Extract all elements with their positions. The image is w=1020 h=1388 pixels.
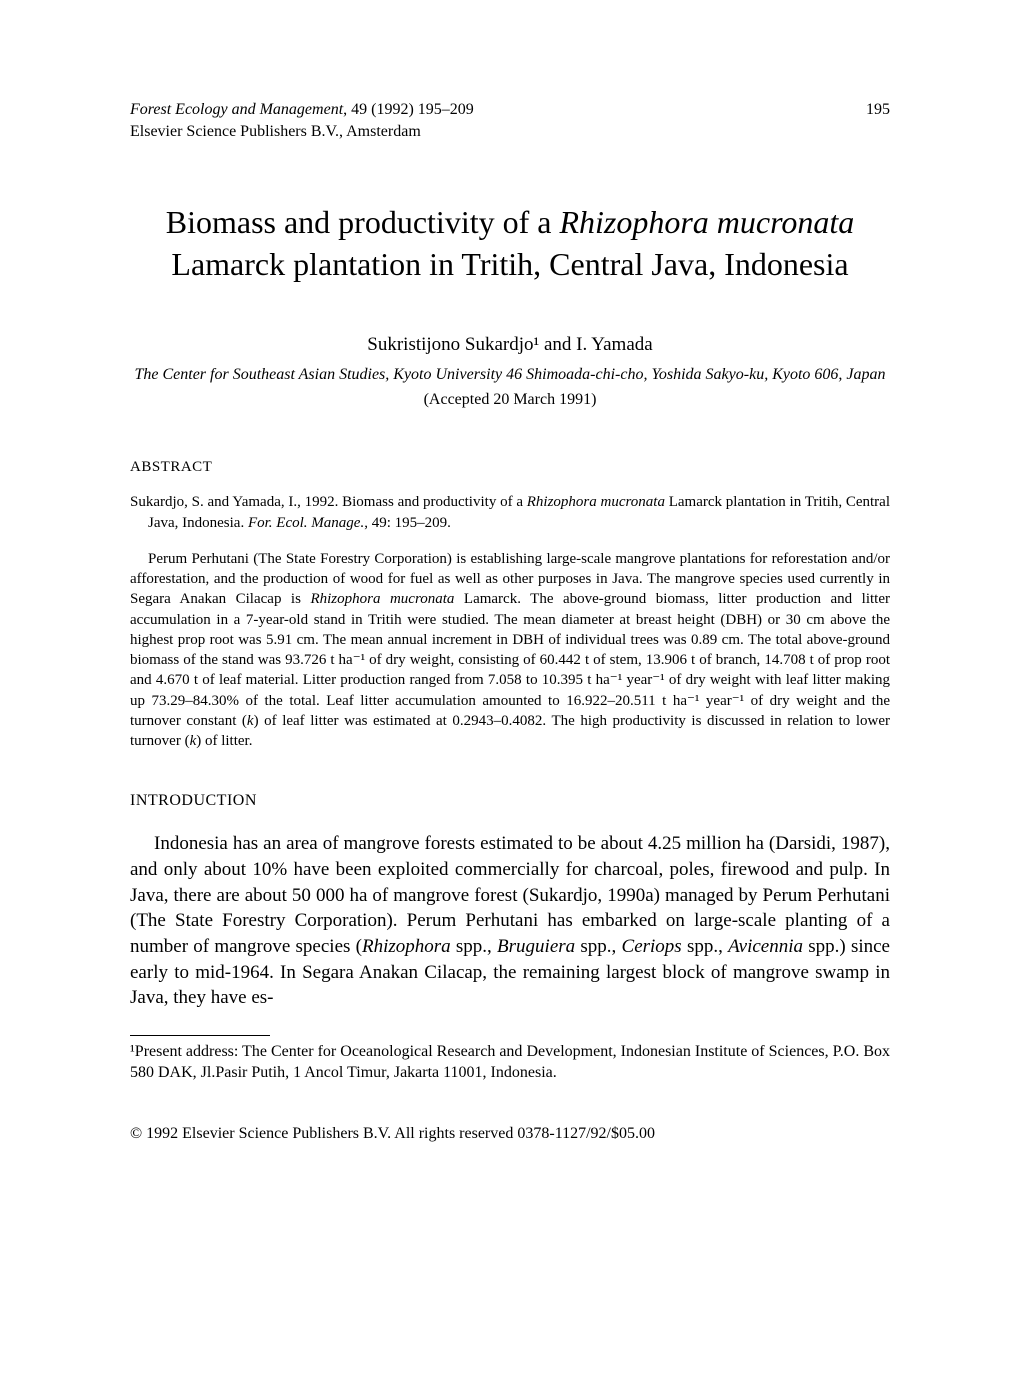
affiliation: The Center for Southeast Asian Studies, … (130, 365, 890, 386)
abstract-k1: k (247, 713, 254, 729)
title-part1: Biomass and productivity of a (166, 204, 560, 240)
abstract-p1b: Lamarck. The above-ground biomass, litte… (130, 591, 890, 729)
citation-species: Rhizophora mucronata (527, 494, 665, 510)
copyright: © 1992 Elsevier Science Publishers B.V. … (130, 1124, 890, 1144)
title-species: Rhizophora mucronata (559, 204, 854, 240)
intro-sp3: Ceriops (622, 936, 682, 957)
intro-sp1: Rhizophora (362, 936, 451, 957)
intro-sp2: Bruguiera (497, 936, 575, 957)
publisher-line: Elsevier Science Publishers B.V., Amster… (130, 122, 890, 142)
abstract-body: Perum Perhutani (The State Forestry Corp… (130, 549, 890, 752)
intro-p1c: spp., (575, 936, 621, 957)
intro-sp4: Avicennia (728, 936, 803, 957)
volume-pages: , 49 (1992) 195–209 (343, 101, 474, 118)
intro-p1b: spp., (451, 936, 497, 957)
header-row: Forest Ecology and Management, 49 (1992)… (130, 100, 890, 120)
abstract-citation: Sukardjo, S. and Yamada, I., 1992. Bioma… (130, 492, 890, 533)
footnote-rule (130, 1035, 270, 1036)
journal-name: Forest Ecology and Management (130, 101, 343, 118)
article-title: Biomass and productivity of a Rhizophora… (130, 202, 890, 285)
citation-authors: Sukardjo, S. and Yamada, I., 1992. Bioma… (130, 494, 527, 510)
footnote: ¹Present address: The Center for Oceanol… (130, 1042, 890, 1084)
authors: Sukristijono Sukardjo¹ and I. Yamada (130, 333, 890, 357)
abstract-species1: Rhizophora mucronata (310, 591, 454, 607)
citation-pages: , 49: 195–209. (364, 515, 451, 531)
abstract-heading: ABSTRACT (130, 458, 890, 477)
citation-journal: For. Ecol. Manage. (248, 515, 364, 531)
introduction-body: Indonesia has an area of mangrove forest… (130, 831, 890, 1010)
abstract-p1d: ) of litter. (196, 733, 252, 749)
introduction-heading: INTRODUCTION (130, 791, 890, 811)
accepted-date: (Accepted 20 March 1991) (130, 390, 890, 410)
title-part2: Lamarck plantation in Tritih, Central Ja… (171, 246, 848, 282)
page-number: 195 (866, 100, 890, 120)
intro-p1d: spp., (682, 936, 728, 957)
journal-reference: Forest Ecology and Management, 49 (1992)… (130, 100, 474, 120)
